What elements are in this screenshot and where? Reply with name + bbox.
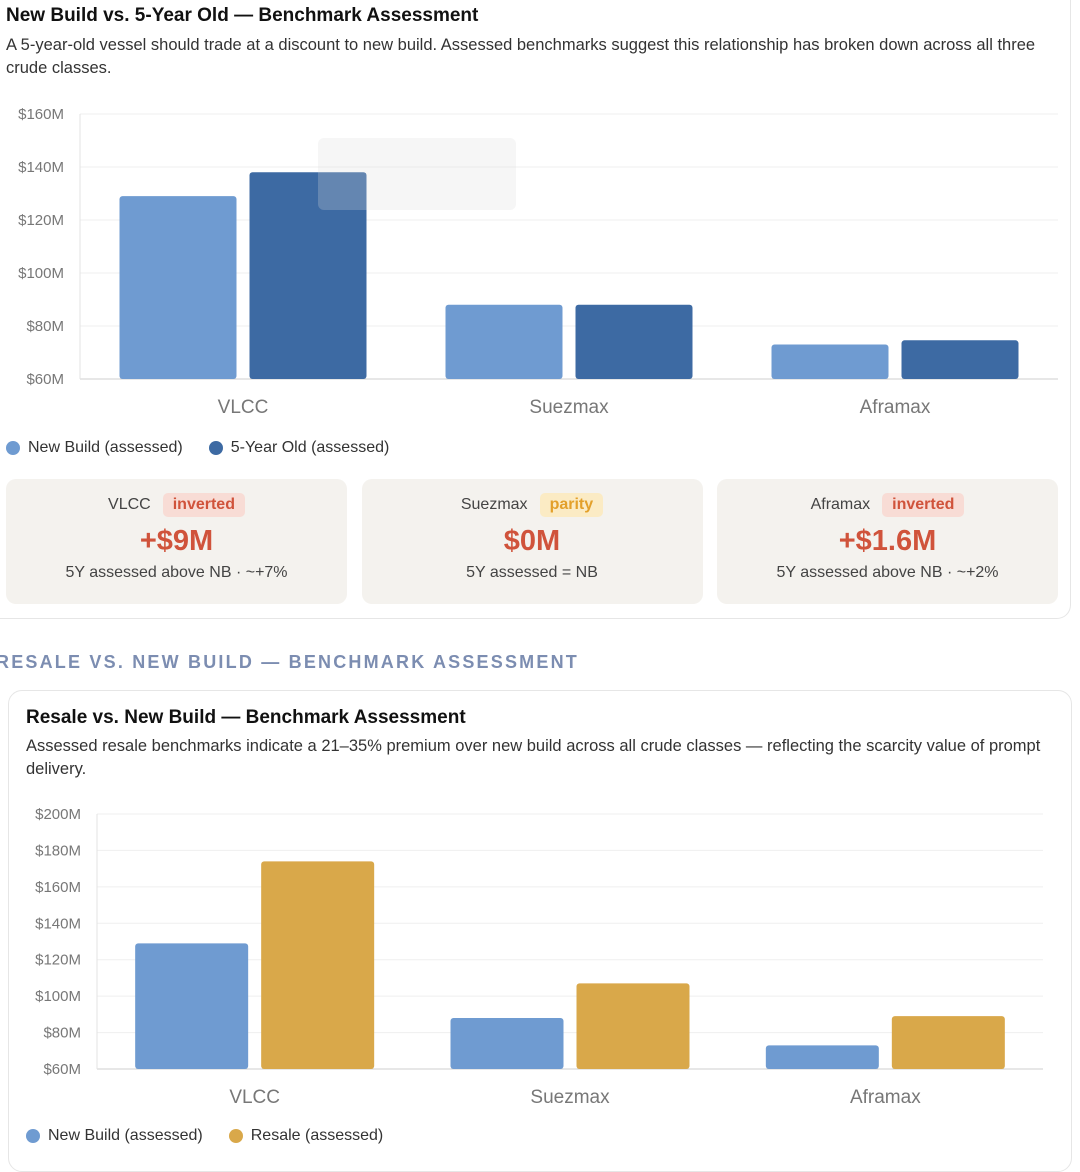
- y-tick-label: $200M: [35, 806, 81, 823]
- chart-card-resale-vs-nb: [8, 690, 1072, 1172]
- y-tick-label: $160M: [18, 106, 64, 123]
- bar-aframax-series-1: [901, 340, 1019, 379]
- legend-label: 5-Year Old (assessed): [230, 439, 390, 456]
- bar-aframax-series-1: [891, 1016, 1005, 1069]
- legend-label: New Build (assessed): [48, 1127, 203, 1144]
- stat-value: +$1.6M: [838, 525, 937, 557]
- bar-vlcc-series-0: [135, 943, 249, 1069]
- y-tick-label: $160M: [35, 879, 81, 896]
- legend-label: Resale (assessed): [250, 1127, 384, 1144]
- chart-subtitle: Assessed resale benchmarks indicate a 21…: [26, 737, 1041, 778]
- status-badge: inverted: [882, 493, 965, 517]
- stat-card-suezmax: Suezmax parity $0M 5Y assessed = NB: [361, 479, 703, 604]
- bar-chart-resale-vs-nb: $60M $80M $100M $120M $140M $160M $180M $200M VL…: [35, 806, 1043, 1108]
- legend-dot-new-build: [6, 441, 20, 455]
- x-tick-label: VLCC: [218, 397, 269, 418]
- bar-aframax-series-0: [771, 344, 889, 379]
- stat-note: 5Y assessed above NB · ~+7%: [65, 564, 288, 581]
- bar-suezmax-series-0: [450, 1018, 564, 1069]
- bar-chart-new-vs-5y: $60M $80M $100M $120M $140M $160M VLCC Suezmax A…: [18, 106, 1058, 418]
- stat-value: +$9M: [139, 525, 214, 557]
- chart-subtitle: A 5-year-old vessel should trade at a di…: [6, 36, 1036, 77]
- legend-item-five-year[interactable]: 5-Year Old (assessed): [208, 439, 390, 457]
- tooltip-overlay: [318, 138, 516, 210]
- x-tick-label: Suezmax: [530, 1087, 610, 1108]
- y-tick-label: $100M: [35, 988, 81, 1005]
- y-tick-label: $60M: [26, 371, 64, 388]
- stat-note: 5Y assessed above NB · ~+2%: [776, 564, 999, 581]
- y-tick-label: $140M: [35, 915, 81, 932]
- legend-item-new-build[interactable]: New Build (assessed): [26, 1127, 203, 1145]
- bar-vlcc-series-0: [119, 196, 237, 379]
- y-tick-label: $180M: [35, 842, 81, 859]
- section-heading: RESALE VS. NEW BUILD — BENCHMARK ASSESSM…: [0, 652, 579, 672]
- x-tick-label: Aframax: [850, 1087, 921, 1108]
- y-tick-label: $100M: [18, 265, 64, 282]
- legend-dot-new-build: [26, 1129, 40, 1143]
- x-tick-label: VLCC: [229, 1087, 280, 1108]
- stat-label: VLCC: [108, 496, 151, 513]
- status-badge: inverted: [162, 493, 245, 517]
- stat-head: Suezmax parity: [460, 493, 604, 517]
- status-badge: parity: [539, 493, 604, 517]
- stat-card-aframax: Aframax inverted +$1.6M 5Y assessed abov…: [717, 479, 1058, 604]
- chart-legend: New Build (assessed) Resale (assessed): [26, 1127, 409, 1145]
- chart-title: New Build vs. 5-Year Old — Benchmark Ass…: [6, 5, 479, 26]
- legend-dot-resale: [228, 1129, 243, 1143]
- bar-vlcc-series-1: [249, 172, 367, 379]
- y-tick-label: $140M: [18, 159, 64, 176]
- stat-value: $0M: [503, 525, 561, 557]
- bar-suezmax-series-0: [445, 304, 563, 379]
- x-tick-label: Suezmax: [529, 397, 609, 418]
- legend-dot-five-year: [208, 441, 223, 455]
- stat-head: Aframax inverted: [811, 493, 965, 517]
- legend-item-new-build[interactable]: New Build (assessed): [6, 439, 183, 457]
- stat-cards: VLCC inverted +$9M 5Y assessed above NB …: [6, 479, 1058, 604]
- stat-head: VLCC inverted: [108, 493, 245, 517]
- x-tick-label: Aframax: [860, 397, 931, 418]
- legend-label: New Build (assessed): [28, 439, 183, 456]
- y-tick-label: $80M: [26, 318, 64, 335]
- y-tick-label: $120M: [35, 952, 81, 969]
- chart-title: Resale vs. New Build — Benchmark Assessm…: [26, 707, 466, 728]
- y-tick-label: $120M: [18, 212, 64, 229]
- y-tick-label: $80M: [43, 1025, 81, 1042]
- legend-item-resale[interactable]: Resale (assessed): [228, 1127, 384, 1145]
- chart-legend: New Build (assessed) 5-Year Old (assesse…: [6, 439, 415, 457]
- bar-suezmax-series-1: [576, 983, 690, 1069]
- y-tick-label: $60M: [43, 1061, 81, 1078]
- stat-card-vlcc: VLCC inverted +$9M 5Y assessed above NB …: [6, 479, 347, 604]
- bar-vlcc-series-1: [261, 861, 375, 1069]
- stat-note: 5Y assessed = NB: [466, 564, 598, 581]
- bar-suezmax-series-1: [575, 304, 693, 379]
- stat-label: Aframax: [810, 496, 871, 513]
- stat-label: Suezmax: [460, 496, 528, 513]
- bar-aframax-series-0: [765, 1045, 879, 1069]
